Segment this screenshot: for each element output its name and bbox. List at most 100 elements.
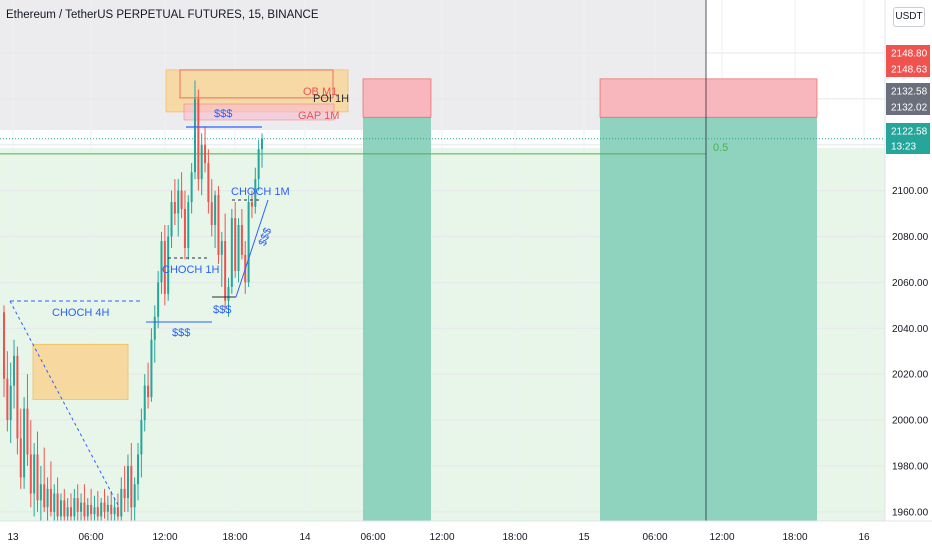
candle-body bbox=[163, 241, 166, 294]
choch-1h-label: CHOCH 1H bbox=[162, 264, 220, 276]
stop-zone bbox=[599, 78, 818, 118]
candle-body bbox=[2, 312, 6, 379]
ob-box bbox=[179, 69, 334, 99]
price-badge-label: 2132.02 bbox=[891, 103, 928, 114]
candle-body bbox=[227, 286, 230, 301]
chart-title: Ethereum / TetherUS PERPETUAL FUTURES, 1… bbox=[6, 9, 319, 21]
price-badge-label: 2122.58 bbox=[891, 127, 928, 138]
time-tick-label: 18:00 bbox=[502, 532, 527, 543]
time-tick-label: 18:00 bbox=[222, 532, 247, 543]
candle-body bbox=[247, 202, 250, 283]
time-tick-label: 12:00 bbox=[709, 532, 734, 543]
price-badge bbox=[886, 123, 930, 139]
candle-body bbox=[173, 202, 176, 214]
ob-m1-label: OB M1 bbox=[303, 86, 337, 98]
candle-body bbox=[200, 144, 203, 180]
candle-body bbox=[80, 502, 83, 512]
candle-body bbox=[230, 218, 233, 287]
price-tick-label: 1960.00 bbox=[892, 507, 929, 518]
price-tick-label: 2080.00 bbox=[892, 232, 929, 243]
candle-body bbox=[39, 484, 42, 501]
long-position-area bbox=[0, 148, 706, 521]
candle-body bbox=[153, 316, 156, 340]
candle-body bbox=[257, 149, 260, 180]
candle-body bbox=[16, 355, 19, 439]
candle-body bbox=[90, 504, 93, 515]
currency-button[interactable]: USDT bbox=[893, 7, 925, 27]
candle-body bbox=[167, 236, 170, 294]
candle-body bbox=[96, 507, 99, 517]
time-tick-label: 06:00 bbox=[642, 532, 667, 543]
candle-body bbox=[83, 502, 86, 517]
candle-body bbox=[29, 454, 32, 494]
candle-body bbox=[224, 241, 227, 301]
price-tick-label: 2020.00 bbox=[892, 370, 929, 381]
candle-body bbox=[120, 488, 123, 517]
candle-body bbox=[240, 225, 243, 255]
candle-body bbox=[260, 138, 264, 150]
diagonal-trend-line bbox=[9, 300, 119, 506]
candle-body bbox=[214, 195, 217, 226]
candle-body bbox=[210, 202, 213, 226]
target-zone bbox=[600, 117, 817, 521]
candle-body bbox=[93, 507, 96, 515]
price-badge-label: 13:23 bbox=[891, 142, 916, 153]
candle-body bbox=[49, 488, 52, 512]
time-tick-label: 15 bbox=[578, 532, 590, 543]
candle-body bbox=[33, 454, 36, 494]
candle-body bbox=[100, 502, 103, 517]
candle-body bbox=[204, 144, 207, 164]
candle-body bbox=[207, 163, 210, 203]
candle-body bbox=[110, 504, 113, 515]
candle-body bbox=[19, 438, 22, 478]
time-tick-label: 12:00 bbox=[152, 532, 177, 543]
candle-body bbox=[177, 190, 180, 214]
price-tick-label: 2040.00 bbox=[892, 324, 929, 335]
candle-body bbox=[63, 500, 66, 517]
upper-shaded-area bbox=[0, 0, 706, 130]
time-tick-label: 13 bbox=[7, 532, 19, 543]
candle-body bbox=[73, 498, 76, 517]
price-badge bbox=[886, 61, 930, 77]
time-tick-label: 18:00 bbox=[782, 532, 807, 543]
candle-body bbox=[103, 502, 106, 512]
candle-body bbox=[23, 408, 26, 478]
candle-body bbox=[13, 355, 16, 386]
candle-body bbox=[53, 493, 56, 512]
candle-body bbox=[140, 420, 143, 455]
candle-body bbox=[26, 408, 29, 455]
candle-body bbox=[76, 498, 79, 512]
candle-body bbox=[130, 465, 133, 508]
candle-body bbox=[43, 484, 46, 508]
price-badge bbox=[886, 45, 930, 61]
candle-body bbox=[6, 378, 9, 421]
time-tick-label: 12:00 bbox=[429, 532, 454, 543]
time-tick-label: 16 bbox=[858, 532, 870, 543]
candle-body bbox=[183, 208, 186, 248]
time-tick-label: 06:00 bbox=[360, 532, 385, 543]
candle-body bbox=[46, 488, 49, 508]
price-badge bbox=[886, 138, 930, 154]
choch-4h-label: CHOCH 4H bbox=[52, 307, 110, 319]
price-tick-label: 2000.00 bbox=[892, 416, 929, 427]
candle-body bbox=[193, 98, 196, 173]
candle-body bbox=[106, 504, 109, 512]
liquidity-top-label: $$$ bbox=[214, 108, 232, 120]
gap-box bbox=[183, 103, 335, 121]
gap-1m-label: GAP 1M bbox=[298, 110, 339, 122]
candle-body bbox=[56, 493, 59, 517]
price-badge bbox=[886, 99, 930, 115]
candle-body bbox=[197, 98, 200, 180]
price-tick-label: 2100.00 bbox=[892, 186, 929, 197]
candle-body bbox=[250, 202, 253, 207]
trend-line bbox=[235, 199, 269, 298]
price-tick-label: 2060.00 bbox=[892, 278, 929, 289]
candle-body bbox=[147, 385, 150, 398]
candle-body bbox=[133, 484, 136, 508]
candle-body bbox=[150, 339, 153, 398]
stop-zone bbox=[362, 78, 432, 118]
candle-body bbox=[190, 172, 193, 203]
candle-body bbox=[143, 385, 146, 421]
candle-body bbox=[157, 282, 160, 317]
